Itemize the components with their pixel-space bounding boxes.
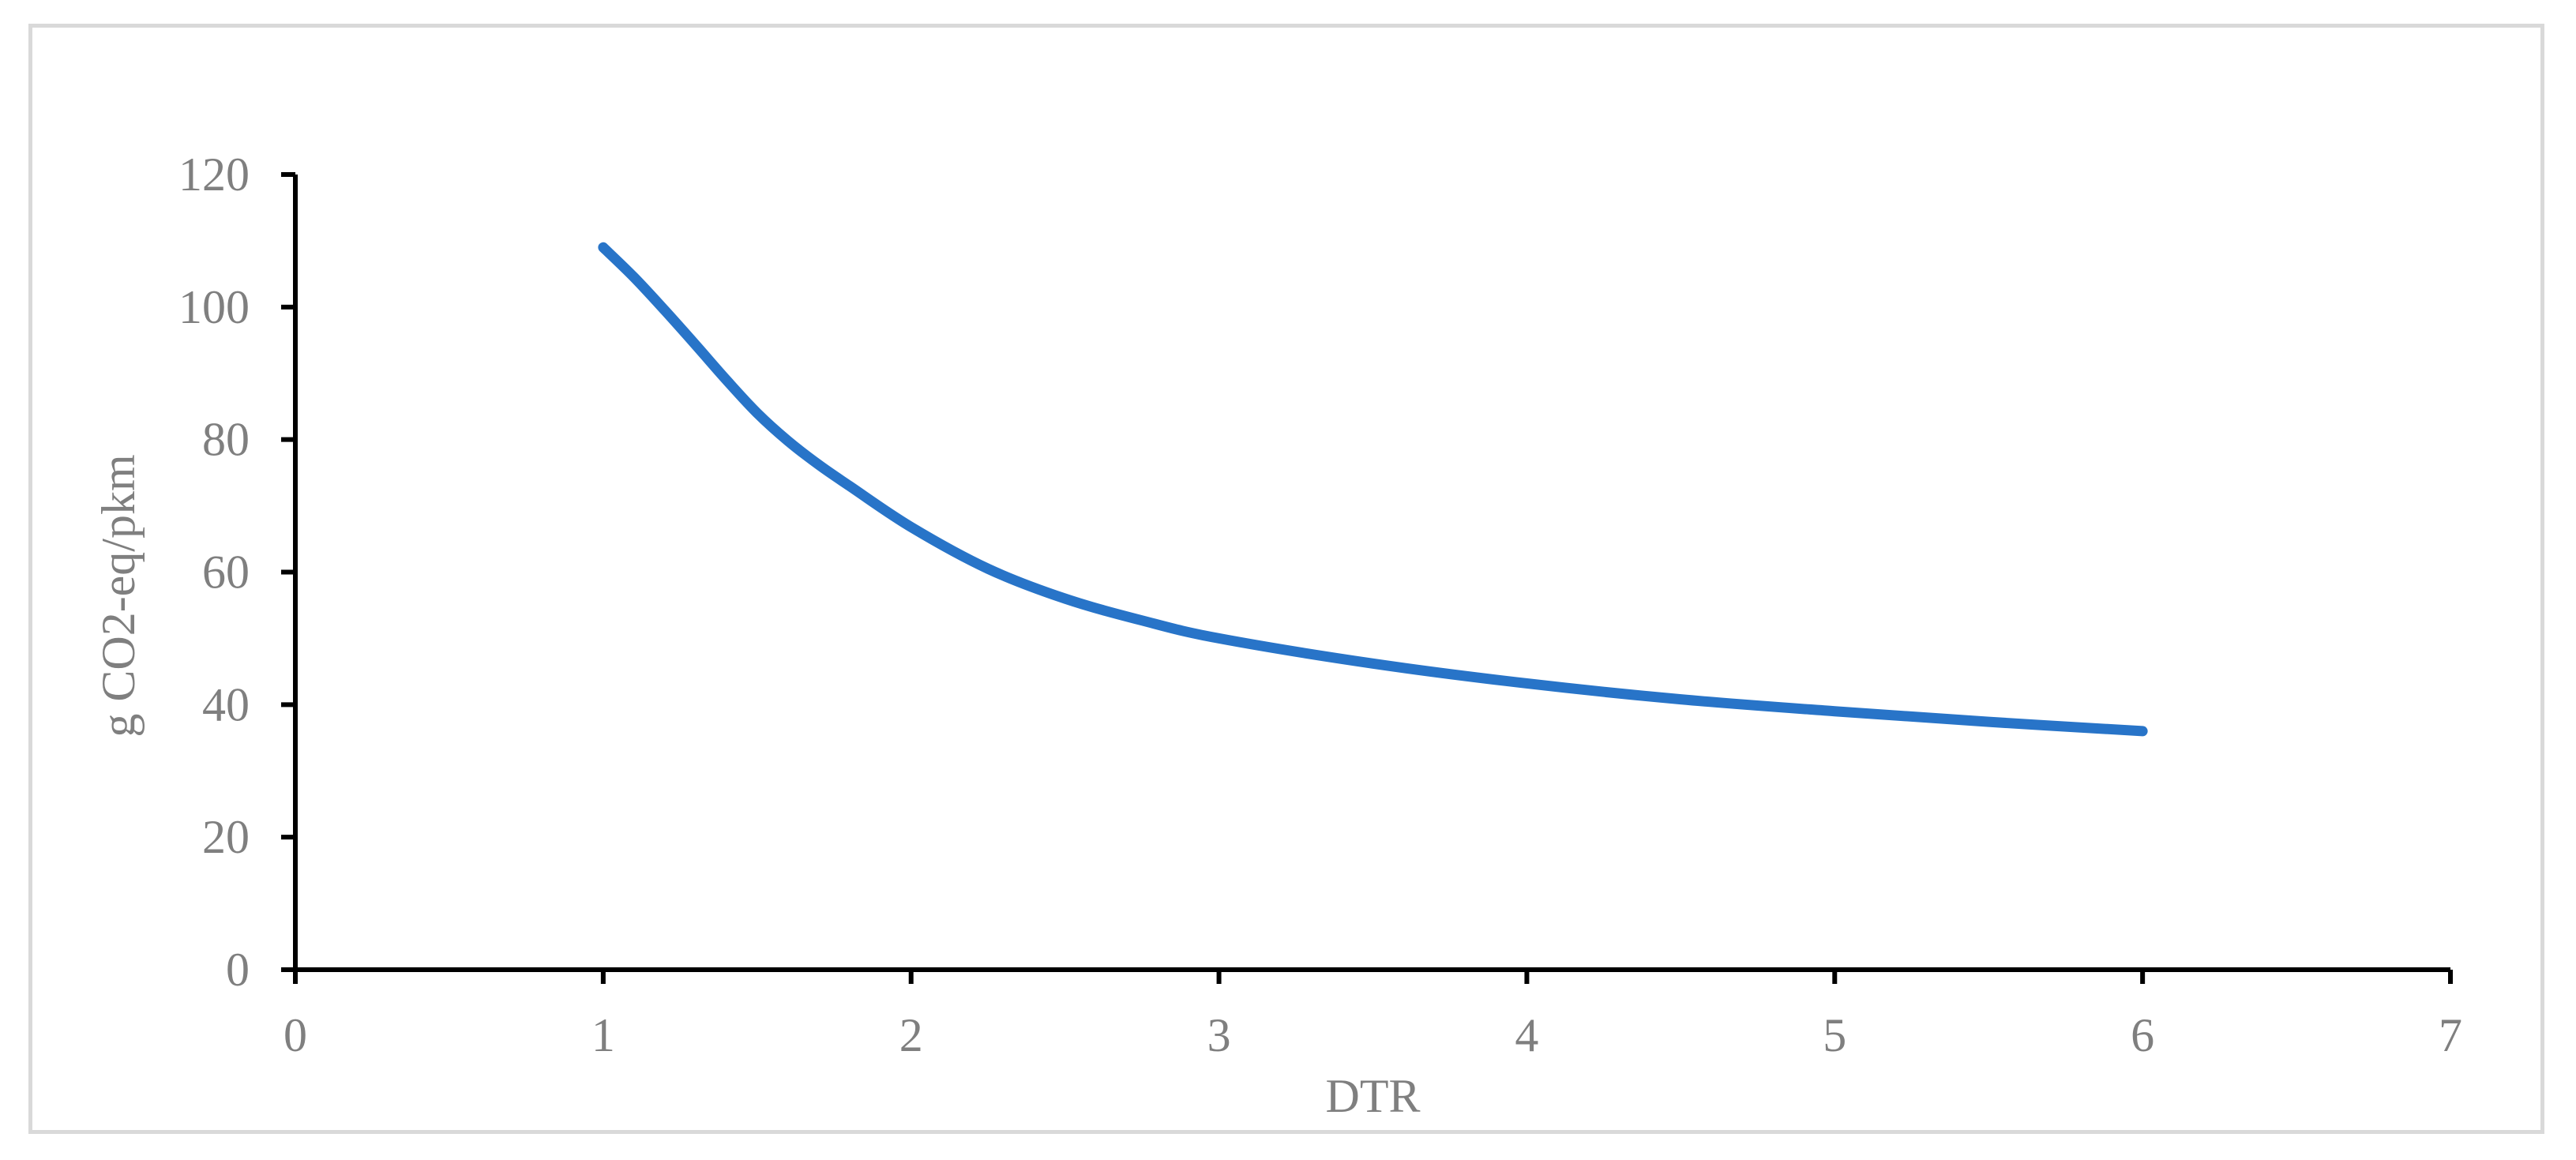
series-layer — [598, 242, 2148, 737]
x-tick-label: 2 — [899, 1009, 923, 1061]
y-tick-label: 120 — [178, 148, 250, 201]
y-ticks: 0 20 40 60 80 100 120 — [178, 148, 295, 996]
y-tick-label: 20 — [202, 811, 250, 863]
y-axis-title: g CO2-eq/pkm — [92, 454, 145, 737]
y-tick-label: 40 — [202, 678, 250, 730]
y-tick-label: 100 — [178, 281, 250, 333]
x-ticks: 0 1 2 3 4 5 6 7 — [284, 970, 2462, 1061]
x-tick-label: 4 — [1515, 1009, 1538, 1061]
y-tick-label: 60 — [202, 546, 250, 599]
x-tick-label: 0 — [284, 1009, 307, 1061]
chart-frame — [28, 24, 2544, 1134]
y-tick-label: 0 — [226, 944, 250, 996]
y-tick-label: 80 — [202, 414, 250, 466]
x-tick-label: 6 — [2131, 1009, 2154, 1061]
x-tick-label: 7 — [2439, 1009, 2462, 1061]
x-tick-label: 1 — [591, 1009, 615, 1061]
x-axis-title: DTR — [1326, 1070, 1421, 1122]
x-tick-label: 5 — [1823, 1009, 1846, 1061]
series-line — [598, 242, 2148, 737]
x-tick-label: 3 — [1207, 1009, 1231, 1061]
axes — [293, 175, 2450, 972]
